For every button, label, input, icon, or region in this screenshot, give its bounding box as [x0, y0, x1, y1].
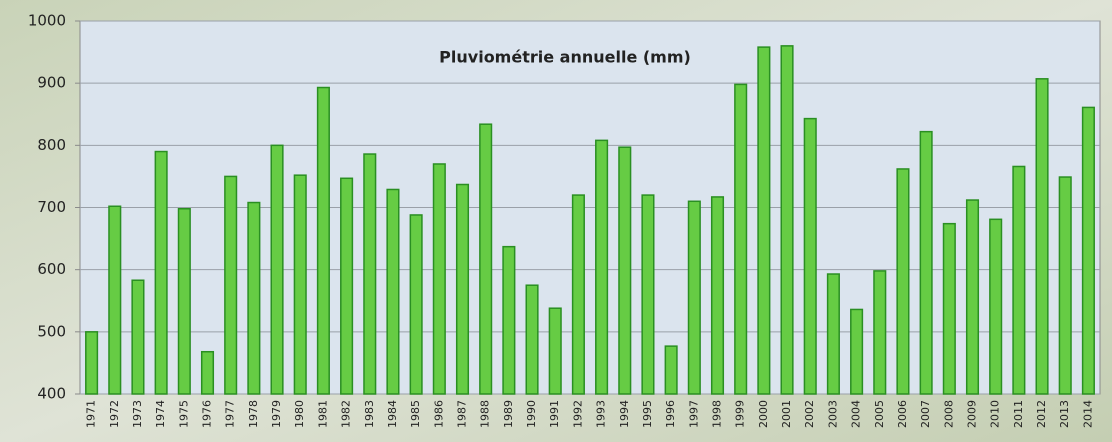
x-tick-label: 1999: [734, 400, 747, 428]
bar: [341, 178, 353, 394]
bar: [457, 184, 469, 394]
bar: [944, 224, 956, 394]
x-tick-label: 1976: [201, 400, 214, 428]
x-tick-label: 1994: [618, 400, 631, 428]
x-tick-label: 1990: [525, 400, 538, 428]
bar: [758, 47, 770, 394]
bar: [225, 176, 237, 394]
bar: [132, 280, 144, 394]
bar: [294, 175, 306, 394]
x-tick-label: 2014: [1081, 400, 1094, 428]
chart: 400 500 600 700 800 900 1000 1971 1972 1973 1974 19…: [0, 0, 1112, 442]
y-tick-label: 900: [37, 74, 66, 92]
bar: [526, 285, 538, 394]
bar: [851, 309, 863, 394]
x-tick-label: 1981: [316, 400, 329, 428]
x-tick-label: 1977: [224, 400, 237, 428]
x-tick-label: 1986: [432, 400, 445, 428]
bar: [897, 169, 909, 394]
y-tick-label: 800: [37, 136, 66, 154]
x-tick-label: 2004: [850, 400, 863, 428]
bar: [202, 352, 214, 394]
bar: [781, 46, 793, 394]
x-tick-label: 1995: [641, 400, 654, 428]
x-tick-label: 1975: [177, 400, 190, 428]
x-tick-label: 2002: [803, 400, 816, 428]
bar: [735, 84, 747, 394]
x-tick-label: 1979: [270, 400, 283, 428]
x-tick-label: 1973: [131, 400, 144, 428]
bar: [155, 152, 167, 394]
x-tick-label: 2000: [757, 400, 770, 428]
x-tick-label: 1982: [340, 400, 353, 428]
x-tick-label: 2009: [966, 400, 979, 428]
bar: [1083, 107, 1095, 394]
bar: [109, 206, 121, 394]
bar: [665, 346, 677, 394]
y-tick-label: 600: [37, 260, 66, 278]
bar: [503, 247, 515, 394]
bar: [804, 119, 816, 394]
chart-title: Pluviométrie annuelle (mm): [439, 48, 691, 67]
bar: [248, 203, 260, 394]
bar: [1036, 79, 1048, 394]
x-tick-label: 1972: [108, 400, 121, 428]
bar: [1059, 177, 1071, 394]
x-tick-label: 2005: [873, 400, 886, 428]
y-tick-label: 400: [37, 385, 66, 403]
y-tick-label: 700: [37, 198, 66, 216]
x-tick-label: 1980: [293, 400, 306, 428]
bar: [387, 189, 399, 394]
x-tick-label: 1991: [548, 400, 561, 428]
x-tick-label: 2013: [1058, 400, 1071, 428]
bar: [480, 124, 492, 394]
bar: [410, 215, 422, 394]
x-tick-label: 1993: [595, 400, 608, 428]
x-tick-label: 2011: [1012, 400, 1025, 428]
bar: [990, 219, 1002, 394]
x-tick-label: 1992: [571, 400, 584, 428]
x-tick-label: 2006: [896, 400, 909, 428]
bar: [874, 271, 886, 394]
bar: [271, 145, 283, 394]
bar: [619, 147, 631, 394]
x-tick-label: 1985: [409, 400, 422, 428]
bar: [1013, 166, 1025, 394]
x-tick-label: 2008: [942, 400, 955, 428]
bar: [920, 132, 932, 394]
bar: [596, 140, 608, 394]
x-tick-label: 1989: [502, 400, 515, 428]
bar: [549, 308, 561, 394]
bar: [318, 88, 330, 394]
bar: [689, 201, 701, 394]
bar: [434, 164, 446, 394]
bar: [86, 332, 98, 394]
bar: [712, 197, 724, 394]
x-tick-label: 1988: [479, 400, 492, 428]
bar: [364, 154, 376, 394]
y-tick-label: 500: [37, 322, 66, 340]
bar: [642, 195, 654, 394]
bar: [967, 200, 979, 394]
page: {"chart_data": {"type": "bar", "title": …: [0, 0, 1112, 442]
x-tick-label: 1998: [711, 400, 724, 428]
x-tick-label: 1974: [154, 400, 167, 428]
bar: [179, 209, 191, 394]
x-tick-label: 2012: [1035, 400, 1048, 428]
x-tick-label: 2003: [826, 400, 839, 428]
x-tick-label: 1997: [687, 400, 700, 428]
y-tick-label: 1000: [28, 12, 66, 30]
x-tick-label: 1984: [386, 400, 399, 428]
x-tick-label: 1987: [456, 400, 469, 428]
x-tick-label: 1996: [664, 400, 677, 428]
x-tick-label: 1983: [363, 400, 376, 428]
x-tick-label: 1971: [85, 400, 98, 428]
x-tick-label: 1978: [247, 400, 260, 428]
x-tick-label: 2001: [780, 400, 793, 428]
x-tick-label: 2010: [989, 400, 1002, 428]
x-tick-label: 2007: [919, 400, 932, 428]
bar: [573, 195, 585, 394]
bar: [828, 274, 840, 394]
